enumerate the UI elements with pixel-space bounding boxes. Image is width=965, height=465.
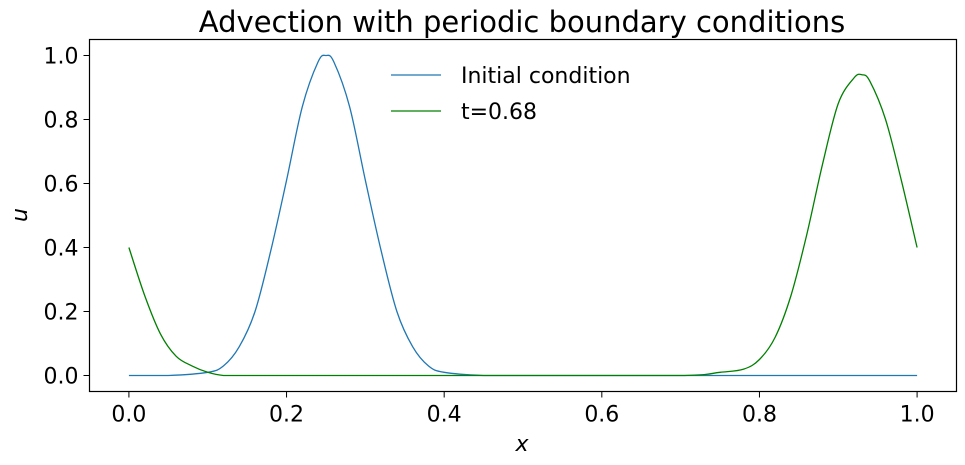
y-tick-label: 0.2 [44,301,79,326]
x-tick-label: 0.2 [269,403,304,428]
y-tick-label: 1.0 [44,45,79,70]
y-tick-label: 0.8 [44,109,79,134]
legend-label: t=0.68 [461,100,537,125]
x-axis-label: x [514,432,529,457]
x-tick-label: 0.6 [584,403,619,428]
y-tick-label: 0.0 [44,365,79,390]
plot-frame [88,38,958,393]
plot-lines [128,54,918,377]
x-tick-label: 1.0 [900,403,935,428]
x-tick-label: 0.0 [111,403,146,428]
chart-title: Advection with periodic boundary conditi… [199,5,845,39]
y-tick-label: 0.4 [44,237,79,262]
x-axis: 0.0 0.2 0.4 0.6 0.8 1.0 [111,391,935,428]
x-tick-label: 0.8 [742,403,777,428]
y-axis: 0.0 0.2 0.4 0.6 0.8 1.0 [44,45,90,390]
x-tick-label: 0.4 [427,403,462,428]
legend: Initial condition t=0.68 [391,64,631,125]
y-axis-label: u [8,208,33,222]
y-tick-label: 0.6 [44,173,79,198]
series-line-2 [128,73,918,377]
legend-label: Initial condition [461,64,631,89]
